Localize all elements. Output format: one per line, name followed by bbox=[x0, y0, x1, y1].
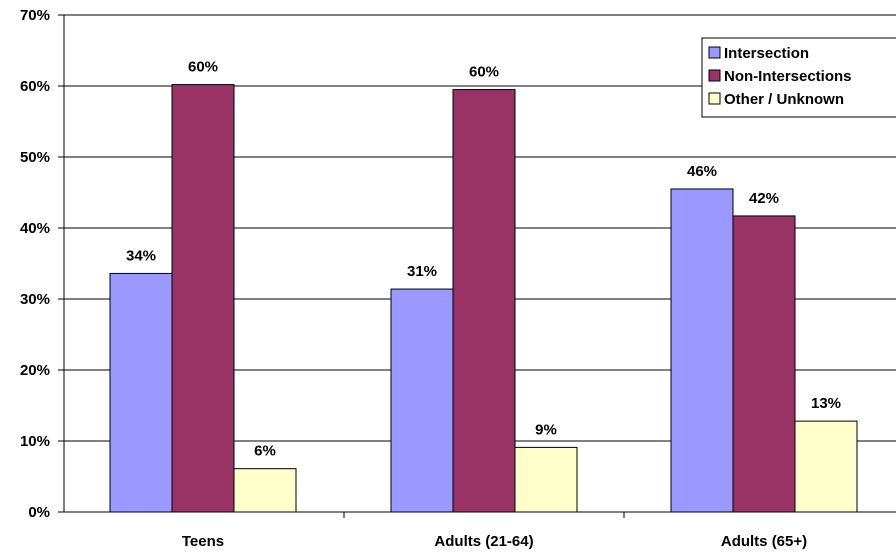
bar bbox=[233, 468, 297, 513]
legend-label: Non-Intersections bbox=[724, 68, 852, 85]
data-label: 42% bbox=[749, 190, 779, 207]
axes bbox=[58, 14, 896, 518]
y-tick-label: 70% bbox=[20, 7, 50, 24]
bar bbox=[171, 84, 235, 513]
data-label: 9% bbox=[535, 421, 557, 438]
bar bbox=[732, 215, 796, 513]
legend-swatch bbox=[708, 69, 721, 82]
data-label: 60% bbox=[188, 59, 218, 76]
data-label: 31% bbox=[407, 263, 437, 280]
labels: 0% 10% 20% 30% 40% 50% 60% 70% Teens 34% 60% 6% Adul… bbox=[20, 7, 841, 550]
x-tick-label: Teens bbox=[182, 533, 224, 550]
legend-swatch bbox=[708, 92, 721, 105]
bars bbox=[109, 84, 858, 513]
x-tick-label: Adults (21-64) bbox=[434, 533, 533, 550]
legend: Intersection Non-Intersections Other / Unk… bbox=[701, 37, 896, 118]
y-tick-label: 10% bbox=[20, 433, 50, 450]
x-tick-label: Adults (65+) bbox=[721, 533, 807, 550]
legend-box bbox=[701, 37, 896, 118]
data-label: 34% bbox=[126, 247, 156, 264]
bar bbox=[794, 420, 858, 513]
bar bbox=[514, 446, 578, 513]
data-label: 13% bbox=[811, 395, 841, 412]
y-tick-label: 0% bbox=[28, 504, 50, 521]
bar bbox=[390, 288, 454, 513]
y-tick-label: 20% bbox=[20, 362, 50, 379]
bar bbox=[109, 272, 173, 513]
legend-label: Intersection bbox=[724, 45, 809, 62]
data-label: 46% bbox=[687, 163, 717, 180]
bar bbox=[452, 89, 516, 513]
legend-swatch bbox=[708, 46, 721, 59]
data-label: 6% bbox=[254, 443, 276, 460]
legend-label: Other / Unknown bbox=[724, 91, 844, 108]
y-tick-label: 30% bbox=[20, 291, 50, 308]
y-tick-label: 50% bbox=[20, 149, 50, 166]
y-tick-label: 60% bbox=[20, 78, 50, 95]
bar bbox=[670, 188, 734, 513]
data-label: 60% bbox=[469, 64, 499, 81]
y-tick-label: 40% bbox=[20, 220, 50, 237]
